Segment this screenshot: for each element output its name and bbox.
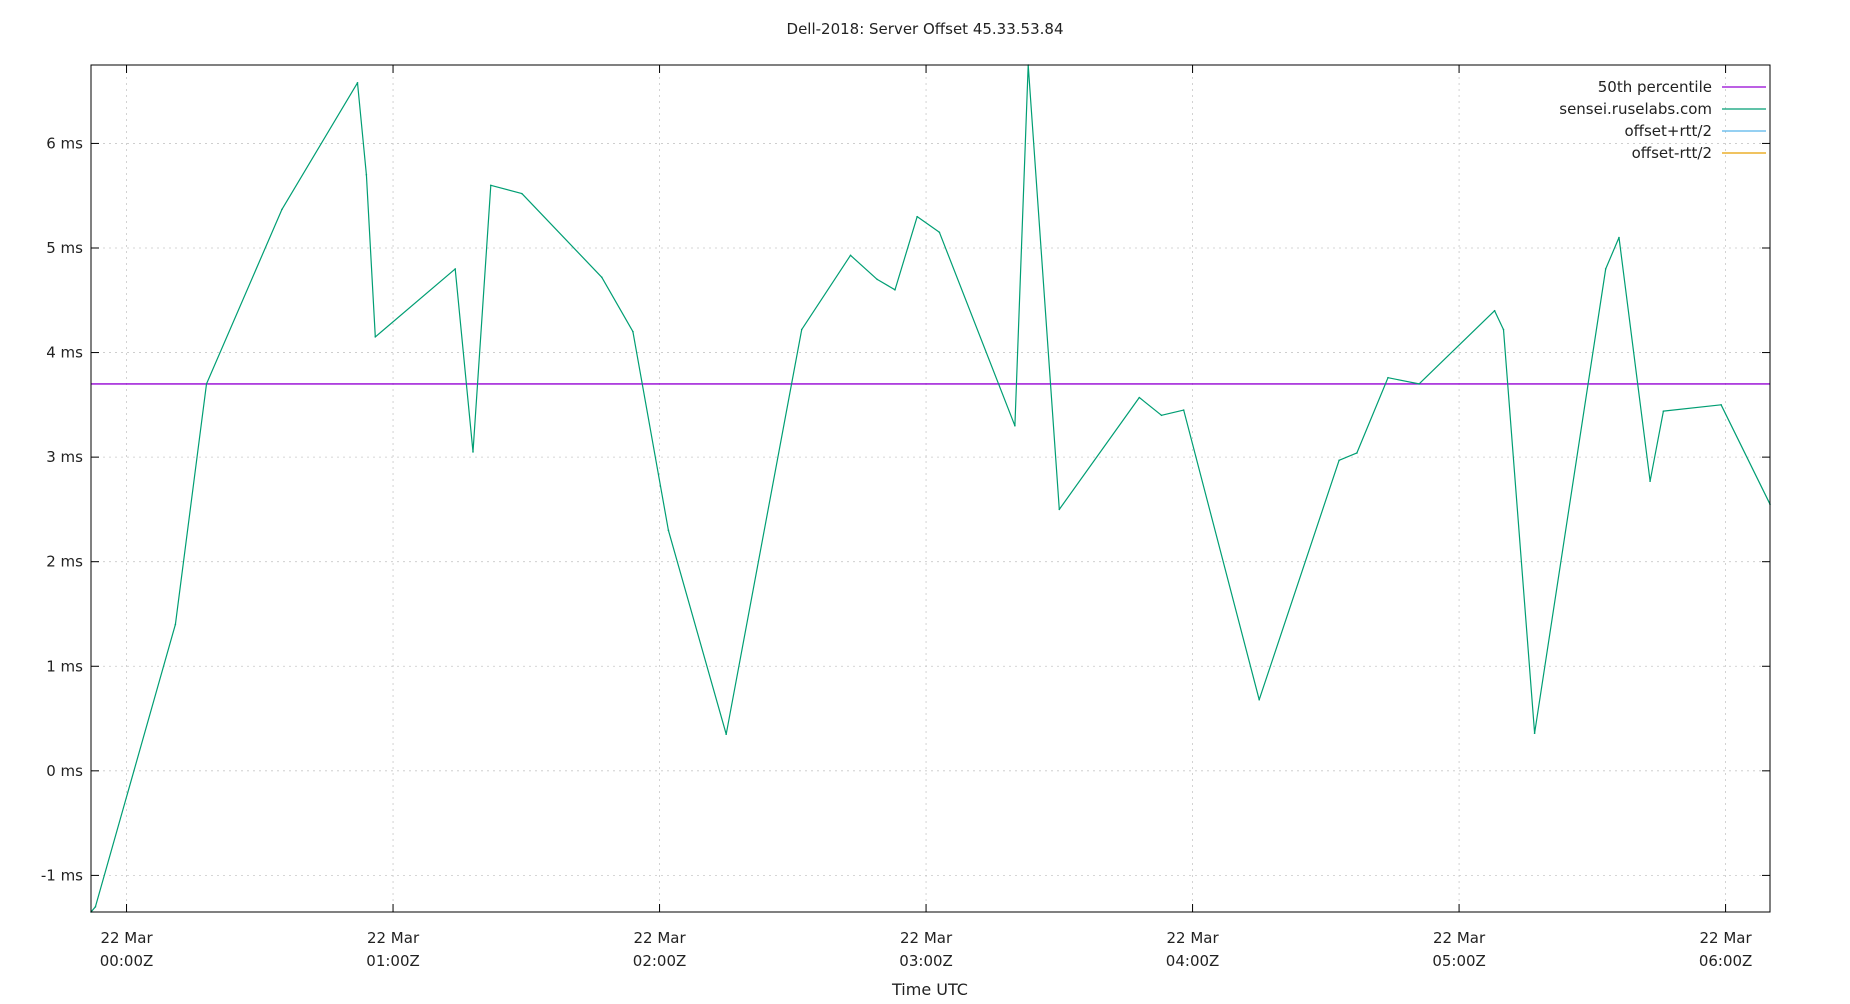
legend-label: offset-rtt/2 bbox=[1632, 144, 1712, 162]
data-point bbox=[281, 208, 283, 211]
x-tick-label-time: 01:00Z bbox=[366, 952, 420, 970]
data-point bbox=[1649, 480, 1651, 482]
y-tick-label: 2 ms bbox=[46, 553, 83, 571]
x-tick-label-date: 22 Mar bbox=[1433, 929, 1486, 947]
data-point bbox=[1720, 404, 1722, 406]
data-point bbox=[849, 254, 852, 257]
data-point bbox=[800, 328, 803, 331]
legend-label: 50th percentile bbox=[1598, 78, 1712, 96]
data-point bbox=[365, 173, 368, 176]
x-tick-label-time: 02:00Z bbox=[633, 952, 687, 970]
x-tick-label-time: 00:00Z bbox=[100, 952, 154, 970]
plot-frame bbox=[90, 64, 1771, 913]
x-tick-label-time: 06:00Z bbox=[1699, 952, 1753, 970]
data-point bbox=[1182, 409, 1185, 411]
data-point bbox=[1418, 383, 1420, 385]
data-point bbox=[174, 623, 177, 626]
y-tick-label: 6 ms bbox=[46, 134, 83, 152]
data-point bbox=[1618, 236, 1620, 239]
data-point bbox=[1356, 452, 1358, 454]
x-axis-label: Time UTC bbox=[891, 980, 968, 999]
data-point bbox=[1338, 459, 1340, 462]
offset-series-line bbox=[90, 64, 1771, 913]
chart-title: Dell-2018: Server Offset 45.33.53.84 bbox=[787, 20, 1064, 38]
data-point bbox=[1533, 732, 1536, 734]
y-tick-label: 1 ms bbox=[46, 657, 83, 675]
axis-ticks: -1 ms 0 ms 1 ms 2 ms 3 ms 4 ms 5 ms 6 ms 22 Mar 0… bbox=[41, 65, 1770, 970]
x-tick-label-date: 22 Mar bbox=[1166, 929, 1219, 947]
y-tick-label: 4 ms bbox=[46, 344, 83, 362]
legend-label: sensei.ruselabs.com bbox=[1559, 100, 1712, 118]
x-tick-label-time: 03:00Z bbox=[899, 952, 953, 970]
data-point bbox=[1014, 424, 1016, 427]
legend: 50th percentile sensei.ruselabs.com offset… bbox=[1559, 78, 1766, 162]
data-point bbox=[1493, 309, 1496, 312]
x-tick-label-date: 22 Mar bbox=[100, 929, 153, 947]
legend-label: offset+rtt/2 bbox=[1624, 122, 1712, 140]
data-point bbox=[601, 276, 603, 279]
data-point bbox=[489, 184, 492, 187]
data-point bbox=[667, 529, 670, 532]
data-point bbox=[1138, 396, 1141, 399]
data-point bbox=[1387, 376, 1389, 379]
x-tick-label-date: 22 Mar bbox=[633, 929, 686, 947]
data-point bbox=[894, 289, 896, 291]
data-point bbox=[472, 451, 474, 453]
data-point bbox=[1258, 698, 1260, 701]
y-tick-label: 0 ms bbox=[46, 762, 83, 780]
data-point bbox=[454, 268, 457, 270]
data-point bbox=[938, 231, 941, 234]
x-tick-label-time: 04:00Z bbox=[1166, 952, 1220, 970]
x-tick-label-time: 05:00Z bbox=[1432, 952, 1486, 970]
y-tick-label: 3 ms bbox=[46, 448, 83, 466]
data-point bbox=[1058, 508, 1061, 511]
data-point bbox=[1160, 414, 1163, 417]
data-point bbox=[1662, 410, 1665, 412]
data-point bbox=[356, 81, 359, 84]
data-point bbox=[876, 278, 878, 281]
x-tick-label-date: 22 Mar bbox=[1700, 929, 1753, 947]
data-point bbox=[725, 733, 727, 736]
x-tick-label-date: 22 Mar bbox=[900, 929, 953, 947]
data-point bbox=[374, 336, 377, 338]
data-point bbox=[521, 192, 523, 195]
grid bbox=[91, 65, 1770, 912]
data-point bbox=[94, 905, 97, 908]
data-point bbox=[1502, 328, 1505, 331]
data-point bbox=[1604, 268, 1607, 270]
y-tick-label: 5 ms bbox=[46, 239, 83, 257]
x-tick-label-date: 22 Mar bbox=[367, 929, 420, 947]
data-point bbox=[205, 383, 208, 385]
data-point bbox=[916, 215, 918, 218]
data-point bbox=[632, 330, 634, 333]
y-tick-label: -1 ms bbox=[41, 866, 83, 884]
